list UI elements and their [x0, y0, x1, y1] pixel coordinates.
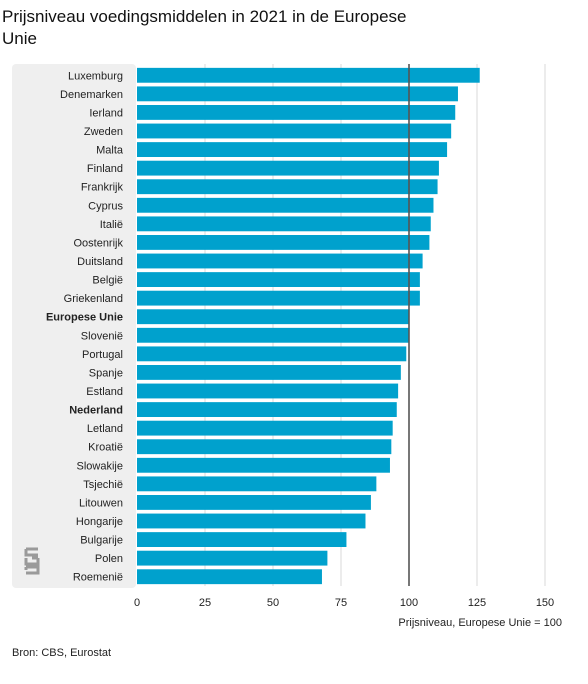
bar [137, 532, 347, 547]
x-tick-label: 100 [400, 597, 418, 609]
category-label: Frankrijk [81, 182, 124, 194]
x-tick-label: 125 [468, 597, 486, 609]
bar [137, 327, 409, 343]
category-labels: Luxemburg Denemarken Ierland Zweden Malta Fin… [46, 70, 124, 583]
category-label: België [92, 275, 123, 287]
category-label: Polen [95, 553, 123, 565]
bar [137, 420, 393, 436]
category-label: Griekenland [64, 293, 123, 305]
x-tick-label: 150 [536, 597, 554, 609]
bar [137, 67, 480, 83]
category-label: Estland [86, 386, 123, 398]
bar [137, 569, 322, 585]
category-label: Portugal [82, 349, 123, 361]
category-label: Litouwen [79, 497, 123, 509]
bar [137, 550, 328, 566]
chart-title: Prijsniveau voedingsmiddelen in 2021 in … [2, 7, 407, 48]
bar [137, 476, 377, 492]
category-label: Tsjechië [83, 479, 123, 491]
bar [137, 495, 371, 510]
bar [137, 179, 438, 195]
category-label: Italië [100, 219, 123, 231]
bar [137, 86, 458, 102]
category-label: Hongarije [76, 516, 123, 528]
bar [137, 272, 420, 287]
x-tick-label: 75 [335, 597, 347, 609]
bar [137, 439, 392, 455]
category-label: Luxemburg [68, 70, 123, 82]
category-label: Finland [87, 163, 123, 175]
category-label: Nederland [69, 405, 123, 417]
bar [137, 235, 430, 250]
bar [137, 123, 452, 139]
bar [137, 365, 401, 380]
category-label: Denemarken [60, 89, 123, 101]
category-label: Ierland [89, 107, 123, 119]
category-label: Bulgarije [80, 535, 123, 547]
x-tick-label: 25 [199, 597, 211, 609]
bar [137, 309, 409, 325]
category-label: Letland [87, 423, 123, 435]
category-label: Oostenrijk [73, 237, 123, 249]
x-axis-ticks: 0 25 50 75 100 125 150 [134, 597, 554, 609]
category-label: Spanje [89, 367, 123, 379]
category-label: Slowakije [77, 460, 123, 472]
bar [137, 253, 423, 269]
bar [137, 513, 366, 529]
category-label: Malta [96, 145, 124, 157]
cbs-logo-icon [24, 547, 40, 575]
category-label: Europese Unie [46, 312, 123, 324]
bar [137, 160, 439, 176]
category-label: Duitsland [77, 256, 123, 268]
bar [137, 346, 407, 362]
category-label: Zweden [84, 126, 123, 138]
bar [137, 402, 397, 417]
x-tick-label: 0 [134, 597, 140, 609]
category-label: Cyprus [88, 200, 123, 212]
category-label: Kroatië [88, 442, 123, 454]
bar [137, 216, 431, 232]
category-label: Slovenië [81, 330, 123, 342]
category-label: Roemenië [73, 572, 123, 584]
source-note: Bron: CBS, Eurostat [12, 647, 112, 659]
x-axis-label: Prijsniveau, Europese Unie = 100 [398, 617, 562, 629]
bar [137, 142, 448, 157]
category-label-panel [12, 64, 136, 588]
bar [137, 383, 399, 399]
bars [137, 67, 480, 585]
x-tick-label: 50 [267, 597, 279, 609]
bar [137, 290, 420, 306]
bar [137, 197, 434, 213]
bar [137, 105, 456, 120]
bar [137, 457, 390, 473]
